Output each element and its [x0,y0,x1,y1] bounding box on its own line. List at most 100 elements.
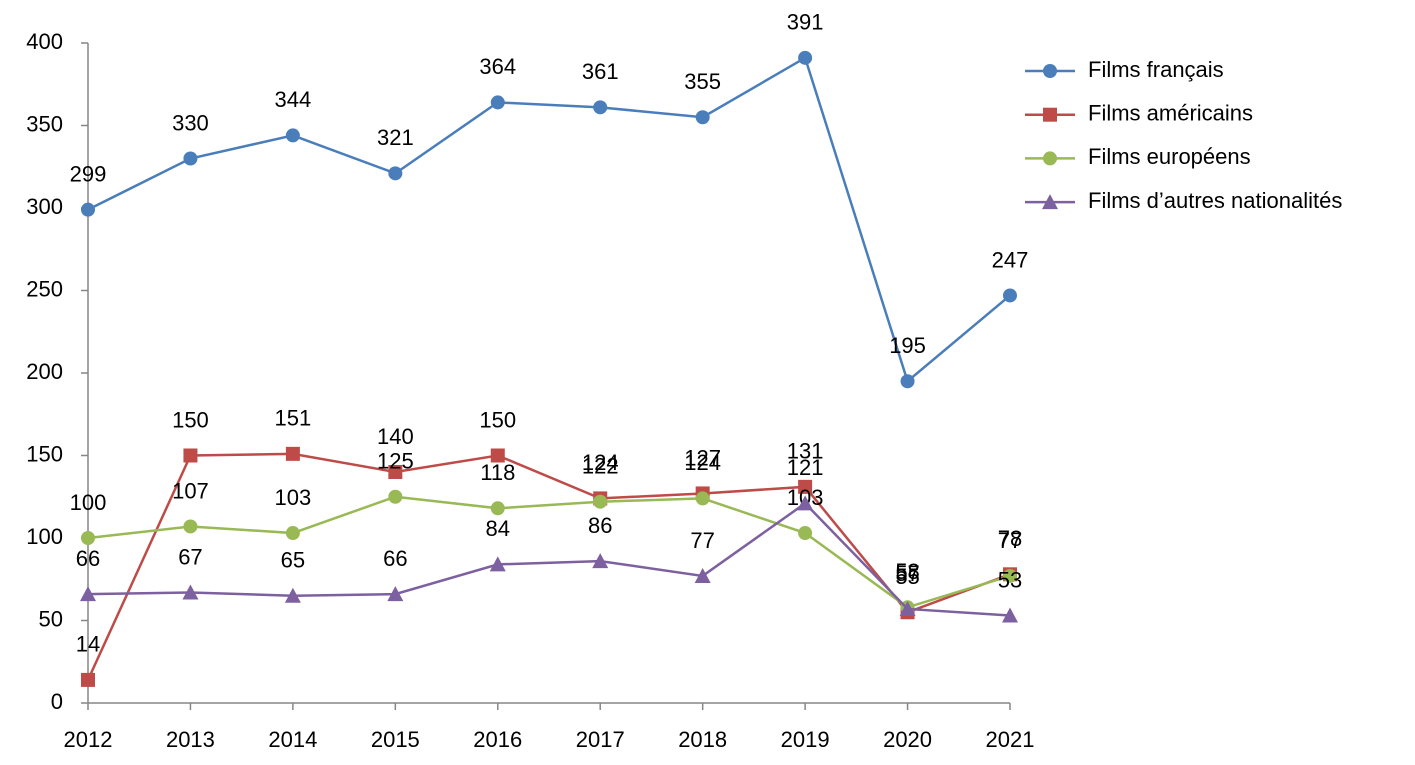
data-label: 84 [486,516,510,541]
y-tick-label: 350 [26,111,63,136]
data-label: 53 [998,567,1022,592]
marker [388,465,403,479]
x-tick-label: 2018 [678,727,727,752]
marker [490,448,505,463]
x-tick-label: 2019 [781,727,830,752]
marker [1043,64,1057,78]
marker [1003,568,1017,583]
marker [593,494,608,509]
y-tick-label: 100 [26,524,63,549]
series-line [87,495,1011,609]
data-label: 66 [76,546,100,571]
data-label: 65 [281,548,305,573]
y-tick-label: 150 [26,441,63,466]
marker [285,526,300,541]
data-label: 103 [275,485,312,510]
marker [183,519,198,534]
data-label: 247 [992,247,1029,272]
y-tick-label: 200 [26,359,63,384]
data-label: 364 [479,54,516,79]
data-label: 344 [275,87,312,112]
series-line [86,452,1011,681]
marker [1002,607,1018,623]
data-label: 118 [480,460,515,485]
legend-label: Films américains [1088,101,1253,126]
data-label: 107 [172,478,209,503]
marker [489,556,506,572]
y-tick-label: 50 [39,606,63,631]
marker [387,586,404,602]
data-label: 78 [998,526,1022,551]
series-line [87,55,1011,384]
marker [81,531,95,545]
marker [490,95,505,110]
data-label: 86 [588,513,612,538]
marker [798,526,813,541]
data-label: 57 [895,561,919,586]
marker [592,553,609,569]
marker [1043,107,1057,122]
legend-label: Films d’autres nationalités [1088,188,1342,213]
x-tick-label: 2021 [986,727,1035,752]
marker [797,495,814,511]
marker [388,489,403,504]
marker [183,151,198,166]
data-label: 150 [172,407,209,432]
marker [899,600,916,616]
data-label: 321 [377,125,414,150]
marker [695,491,710,506]
data-label: 100 [70,490,107,515]
x-tick-label: 2020 [883,727,932,752]
data-label: 77 [998,528,1022,553]
data-label: 14 [76,632,100,657]
x-tick-label: 2014 [268,727,317,752]
legend-label: Films européens [1088,144,1251,169]
marker [285,128,300,143]
x-tick-label: 2013 [166,727,215,752]
marker [798,479,813,494]
marker [694,567,711,583]
y-tick-label: 400 [26,29,63,54]
data-label: 195 [889,333,926,358]
x-tick-label: 2012 [64,727,113,752]
marker [695,110,710,125]
marker [1003,288,1017,303]
x-tick-label: 2016 [473,727,522,752]
marker [183,448,198,463]
marker [900,374,915,389]
marker [388,166,403,181]
data-label: 77 [690,528,714,553]
data-label: 124 [684,450,721,475]
x-tick-label: 2015 [371,727,420,752]
y-tick-label: 0 [51,689,63,714]
data-label: 122 [582,454,619,479]
legend-label: Films français [1088,57,1224,82]
marker [182,584,199,600]
data-label: 58 [895,559,919,584]
data-label: 125 [377,449,414,474]
y-tick-label: 300 [26,194,63,219]
data-label: 124 [582,450,619,475]
data-label: 330 [172,110,209,135]
data-label: 299 [70,161,107,186]
data-label: 355 [684,69,721,94]
marker [285,446,300,461]
y-tick-label: 250 [26,276,63,301]
marker [81,202,95,217]
data-label: 121 [787,455,824,480]
data-label: 127 [684,445,721,470]
series-line [87,501,1011,617]
data-label: 391 [787,10,824,35]
data-label: 67 [178,544,202,569]
data-label: 361 [582,59,619,84]
marker [1042,194,1058,210]
marker [593,100,608,115]
data-label: 151 [275,406,312,431]
marker [1043,151,1057,166]
data-label: 131 [787,439,824,464]
data-label: 140 [377,424,414,449]
data-label: 66 [383,546,407,571]
data-label: 55 [895,564,919,589]
x-tick-label: 2017 [576,727,625,752]
